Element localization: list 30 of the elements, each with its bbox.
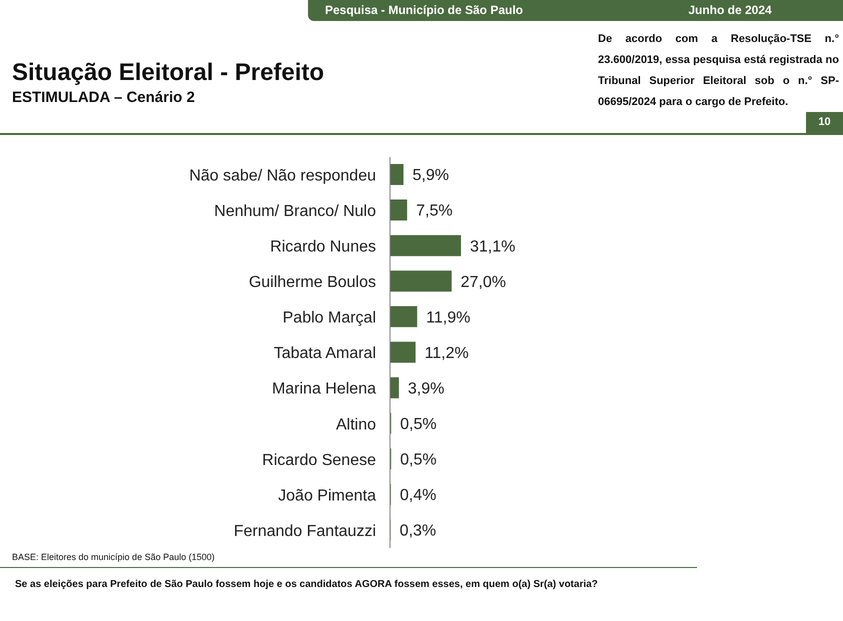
y-tick-label: Ricardo Senese bbox=[262, 452, 376, 469]
data-label: 11,2% bbox=[424, 344, 469, 362]
y-tick-label: Nenhum/ Branco/ Nulo bbox=[214, 203, 376, 220]
y-tick-label: Marina Helena bbox=[272, 380, 376, 398]
y-tick-label: Guilherme Boulos bbox=[248, 274, 376, 292]
y-tick-label: Altino bbox=[336, 416, 376, 434]
data-label: 3,9% bbox=[408, 380, 444, 398]
data-label: 0,5% bbox=[400, 416, 437, 433]
data-label: 0,5% bbox=[400, 452, 437, 469]
data-label: 7,5% bbox=[416, 202, 453, 220]
y-tick-label: Tabata Amaral bbox=[274, 345, 376, 362]
y-tick-label: Ricardo Nunes bbox=[270, 238, 376, 256]
text: Situação Eleitoral - Prefeito bbox=[12, 59, 324, 87]
data-label: 27,0% bbox=[460, 274, 506, 291]
text: 10 bbox=[817, 115, 832, 129]
y-tick-label: Fernando Fantauzzi bbox=[234, 522, 376, 540]
text: ESTIMULADA – Cenário 2 bbox=[12, 89, 195, 107]
data-label: 11,9% bbox=[426, 309, 470, 326]
data-label: 0,3% bbox=[400, 522, 436, 540]
text: BASE: Eleitores do município de São Paulo (1500) bbox=[12, 552, 216, 563]
text: Pesquisa - Município de São Paulo bbox=[324, 3, 524, 17]
data-label: 5,9% bbox=[412, 167, 449, 184]
y-tick-label: João Pimenta bbox=[278, 487, 376, 504]
data-label: 31,1% bbox=[470, 238, 516, 256]
text: Junho de 2024 bbox=[687, 3, 773, 17]
text: De acordo com a Resolução-TSE n.° 23.600/2019, essa pesquisa está registrada no Tribunal Superior Eleitoral sob o n.° SP-06695/2024 para o cargo de Prefeito. bbox=[598, 32, 839, 110]
text: Se as eleições para Prefeito de São Paulo fossem hoje e os candidatos AGORA fossem esses, em quem o(a) Sr(a) votaria? bbox=[15, 579, 599, 591]
y-tick-label: Pablo Marçal bbox=[282, 310, 376, 327]
data-label: 0,4% bbox=[400, 487, 436, 504]
y-tick-label: Não sabe/ Não respondeu bbox=[189, 167, 376, 184]
